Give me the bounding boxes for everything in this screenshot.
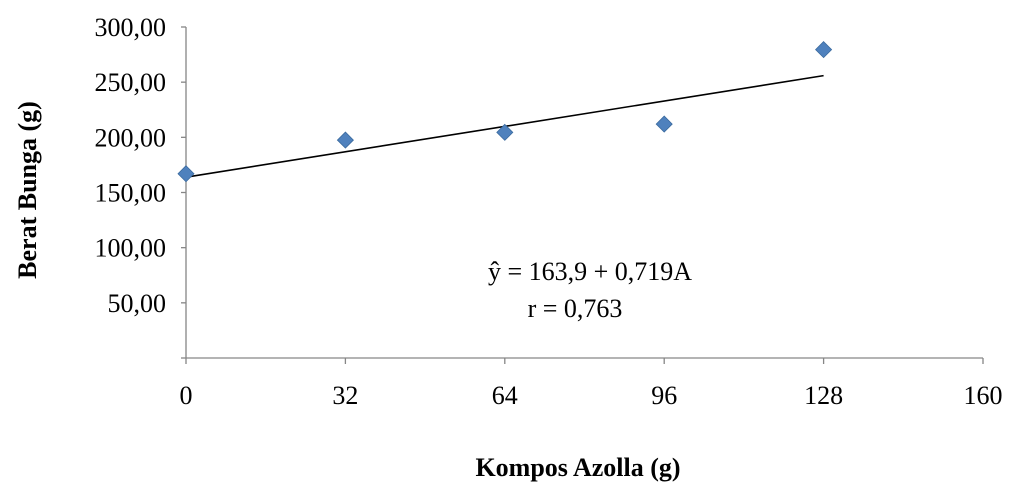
x-tick-label: 32 — [332, 381, 358, 410]
x-axis-title: Kompos Azolla (g) — [475, 453, 680, 482]
data-point — [816, 42, 832, 58]
x-tick-label: 96 — [651, 381, 677, 410]
x-tick-label: 128 — [804, 381, 843, 410]
data-point — [656, 116, 672, 132]
y-tick-label: 150,00 — [95, 179, 167, 208]
data-point — [337, 132, 353, 148]
regression-equation: ŷ = 163,9 + 0,719A — [488, 257, 692, 286]
data-point — [178, 166, 194, 182]
y-axis-ticks: 50,00 100,00 150,00 200,00 250,00 300,00 — [95, 13, 187, 358]
y-axis-title: Berat Bunga (g) — [13, 101, 42, 279]
x-tick-label: 64 — [492, 381, 518, 410]
data-points — [178, 42, 832, 182]
x-tick-label: 160 — [964, 381, 1003, 410]
y-tick-label: 300,00 — [95, 13, 167, 42]
y-tick-label: 250,00 — [95, 68, 167, 97]
y-tick-label: 50,00 — [108, 289, 167, 318]
y-tick-label: 200,00 — [95, 123, 167, 152]
correlation-coefficient: r = 0,763 — [528, 294, 623, 323]
x-axis-ticks: 0 32 64 96 128 160 — [180, 358, 1003, 410]
y-tick-label: 100,00 — [95, 234, 167, 263]
x-tick-label: 0 — [180, 381, 193, 410]
